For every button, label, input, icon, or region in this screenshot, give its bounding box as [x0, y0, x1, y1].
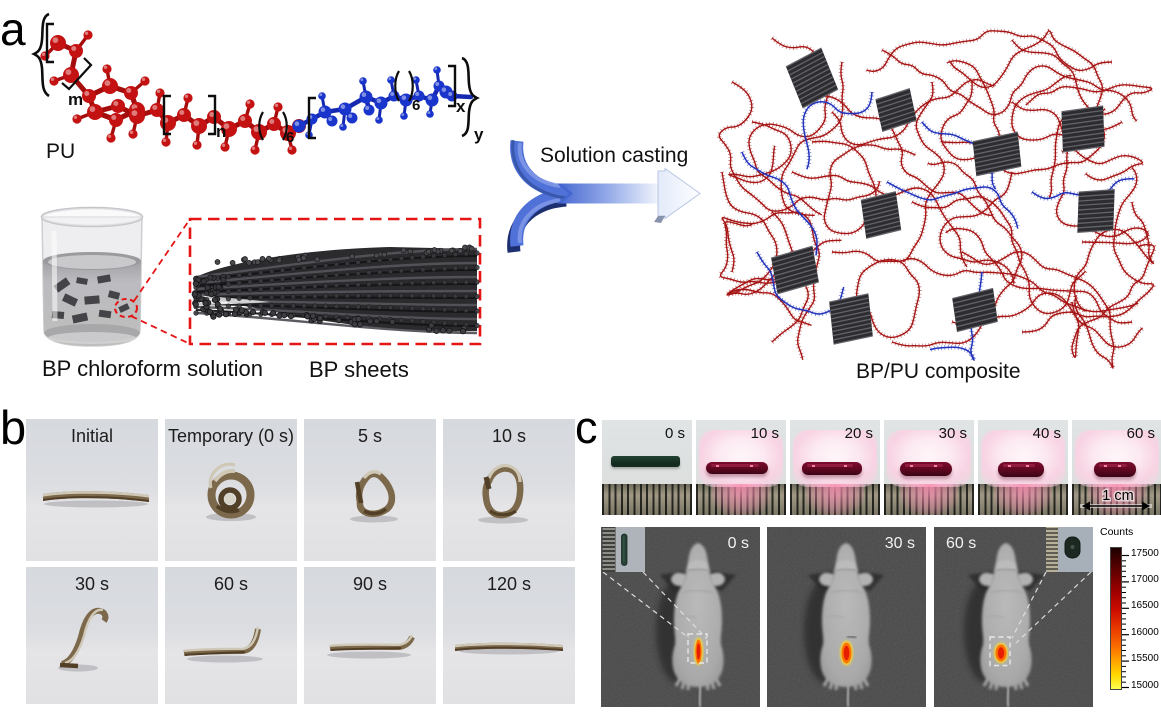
svg-text:y: y [474, 125, 484, 144]
svg-text:n: n [216, 122, 226, 141]
svg-text:1 cm: 1 cm [1102, 488, 1133, 504]
svg-text:6: 6 [412, 97, 420, 114]
svg-text:m: m [68, 90, 83, 109]
svg-text:x: x [456, 97, 466, 116]
svg-text:1 cm: 1 cm [1102, 488, 1133, 504]
svg-text:6: 6 [286, 129, 294, 146]
